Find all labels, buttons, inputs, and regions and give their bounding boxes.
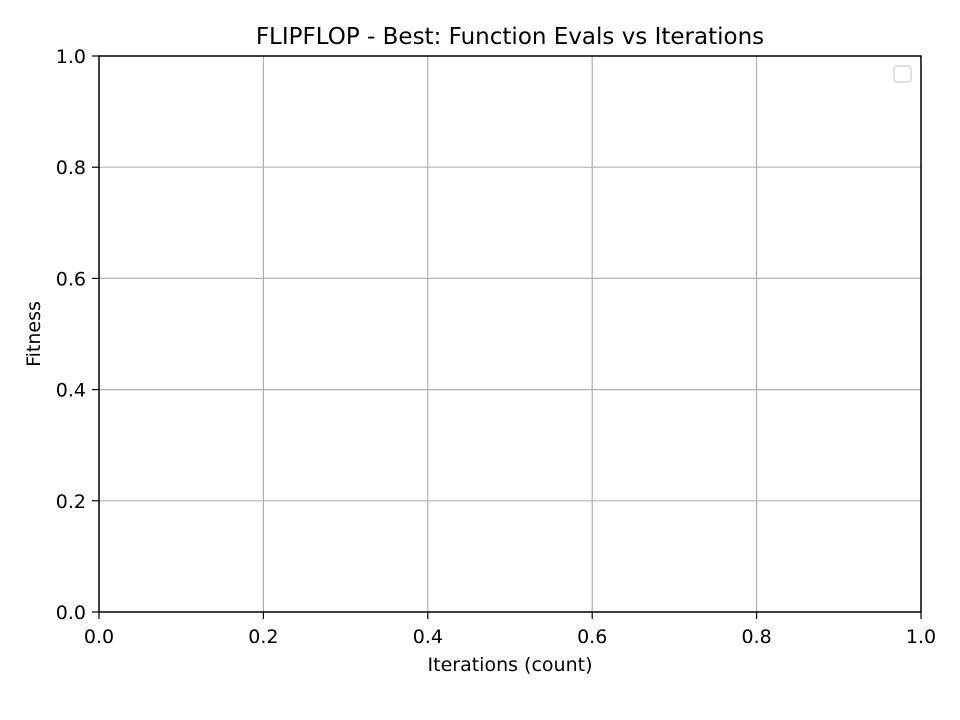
y-tick-label: 0.0 bbox=[56, 602, 86, 624]
x-tick-label: 0.8 bbox=[741, 626, 771, 648]
x-tick-label: 0.0 bbox=[84, 626, 114, 648]
legend-box bbox=[893, 65, 912, 83]
y-tick-label: 1.0 bbox=[56, 46, 86, 68]
y-tick-label: 0.4 bbox=[56, 380, 86, 402]
y-axis-label: Fitness bbox=[23, 301, 45, 367]
y-tick-label: 0.2 bbox=[56, 491, 86, 513]
x-tick-label: 1.0 bbox=[906, 626, 936, 648]
x-tick-label: 0.2 bbox=[248, 626, 278, 648]
y-tick-label: 0.8 bbox=[56, 157, 86, 179]
axis-tick-labels: 0.0 0.2 0.4 0.6 0.8 1.0 0.0 0.2 0.4 0.6 0.8 1.0 bbox=[56, 46, 936, 648]
chart-title: FLIPFLOP - Best: Function Evals vs Itera… bbox=[256, 24, 764, 50]
grid bbox=[99, 56, 921, 612]
axis-ticks bbox=[92, 55, 922, 619]
x-tick-label: 0.4 bbox=[413, 626, 443, 648]
plot-area-frame bbox=[98, 55, 922, 613]
y-tick-label: 0.6 bbox=[56, 268, 86, 290]
x-axis-label: Iterations (count) bbox=[428, 654, 593, 676]
x-tick-label: 0.6 bbox=[577, 626, 607, 648]
